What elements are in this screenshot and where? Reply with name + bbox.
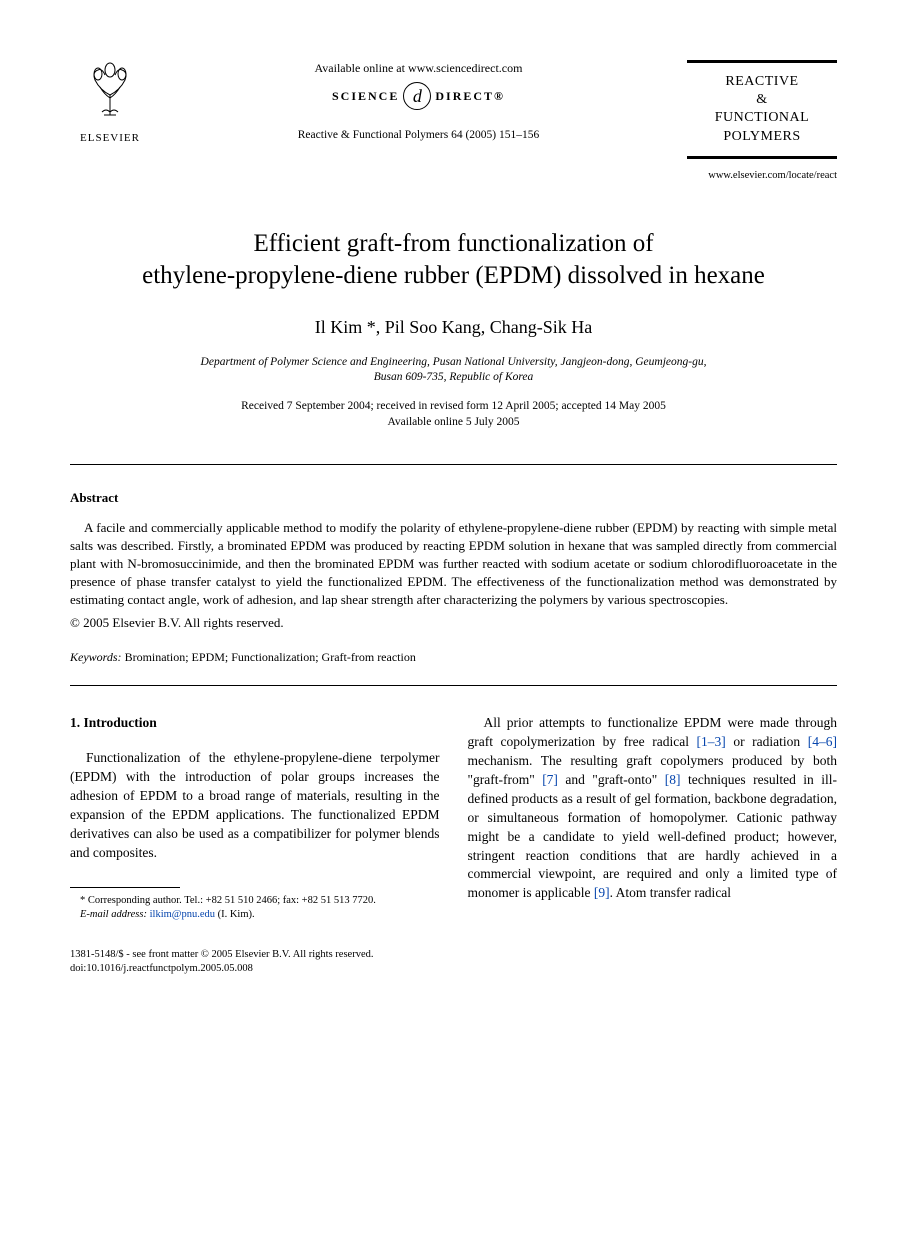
intro-para-1: Functionalization of the ethylene-propyl… [70, 749, 440, 862]
journal-line: FUNCTIONAL [691, 109, 833, 127]
intro-para-2: All prior attempts to functionalize EPDM… [468, 714, 838, 903]
affiliation-line: Busan 609-735, Republic of Korea [374, 371, 534, 383]
keywords-row: Keywords: Bromination; EPDM; Functionali… [70, 649, 837, 665]
journal-line: & [691, 91, 833, 109]
available-online-text: Available online at www.sciencedirect.co… [170, 60, 667, 76]
email-label: E-mail address: [80, 909, 147, 920]
text-segment: . Atom transfer radical [610, 885, 731, 900]
header-row: ELSEVIER Available online at www.science… [70, 60, 837, 183]
received-date: Received 7 September 2004; received in r… [241, 400, 666, 412]
front-matter: 1381-5148/$ - see front matter © 2005 El… [70, 948, 837, 962]
ref-link[interactable]: [4–6] [808, 734, 837, 749]
publisher-name: ELSEVIER [70, 131, 150, 146]
affiliation: Department of Polymer Science and Engine… [70, 355, 837, 385]
text-segment: or radiation [726, 734, 808, 749]
ref-link[interactable]: [7] [542, 772, 558, 787]
column-right: All prior attempts to functionalize EPDM… [468, 714, 838, 922]
journal-title-box: REACTIVE & FUNCTIONAL POLYMERS [687, 60, 837, 159]
citation-text: Reactive & Functional Polymers 64 (2005)… [170, 128, 667, 144]
journal-box: REACTIVE & FUNCTIONAL POLYMERS www.elsev… [687, 60, 837, 183]
sd-right: DIRECT® [435, 88, 505, 104]
divider [70, 685, 837, 686]
affiliation-line: Department of Polymer Science and Engine… [201, 356, 707, 368]
footnote: * Corresponding author. Tel.: +82 51 510… [70, 894, 440, 922]
title-line-1: Efficient graft-from functionalization o… [253, 230, 653, 257]
abstract-body: A facile and commercially applicable met… [70, 519, 837, 610]
bottom-meta: 1381-5148/$ - see front matter © 2005 El… [70, 948, 837, 976]
ref-link[interactable]: [8] [665, 772, 681, 787]
email-suffix: (I. Kim). [218, 909, 255, 920]
ref-link[interactable]: [9] [594, 885, 610, 900]
abstract-copyright: © 2005 Elsevier B.V. All rights reserved… [70, 614, 837, 632]
abstract-heading: Abstract [70, 489, 837, 507]
footnote-rule [70, 887, 180, 888]
article-title: Efficient graft-from functionalization o… [70, 228, 837, 293]
column-left: 1. Introduction Functionalization of the… [70, 714, 440, 922]
publisher-logo: ELSEVIER [70, 60, 150, 146]
corresponding-author: * Corresponding author. Tel.: +82 51 510… [70, 894, 440, 908]
body-columns: 1. Introduction Functionalization of the… [70, 714, 837, 922]
author-email[interactable]: ilkim@pnu.edu [150, 909, 215, 920]
ref-link[interactable]: [1–3] [697, 734, 726, 749]
doi: doi:10.1016/j.reactfunctpolym.2005.05.00… [70, 962, 837, 976]
text-segment: and "graft-onto" [558, 772, 665, 787]
article-dates: Received 7 September 2004; received in r… [70, 399, 837, 430]
elsevier-tree-icon [80, 60, 140, 120]
keywords-label: Keywords: [70, 650, 122, 664]
authors: Il Kim *, Pil Soo Kang, Chang-Sik Ha [70, 315, 837, 339]
science-direct-logo: SCIENCE d DIRECT® [170, 82, 667, 110]
text-segment: techniques resulted in ill-defined produ… [468, 772, 838, 900]
sd-left: SCIENCE [332, 88, 399, 104]
center-header: Available online at www.sciencedirect.co… [150, 60, 687, 144]
journal-line: REACTIVE [691, 73, 833, 91]
divider [70, 464, 837, 465]
section-heading: 1. Introduction [70, 714, 440, 733]
journal-url[interactable]: www.elsevier.com/locate/react [687, 169, 837, 183]
abstract-text: A facile and commercially applicable met… [70, 519, 837, 610]
sd-d-icon: d [403, 82, 431, 110]
available-date: Available online 5 July 2005 [387, 416, 519, 428]
title-line-2: ethylene-propylene-diene rubber (EPDM) d… [142, 262, 765, 289]
journal-line: POLYMERS [691, 128, 833, 146]
keywords-text: Bromination; EPDM; Functionalization; Gr… [125, 650, 416, 664]
